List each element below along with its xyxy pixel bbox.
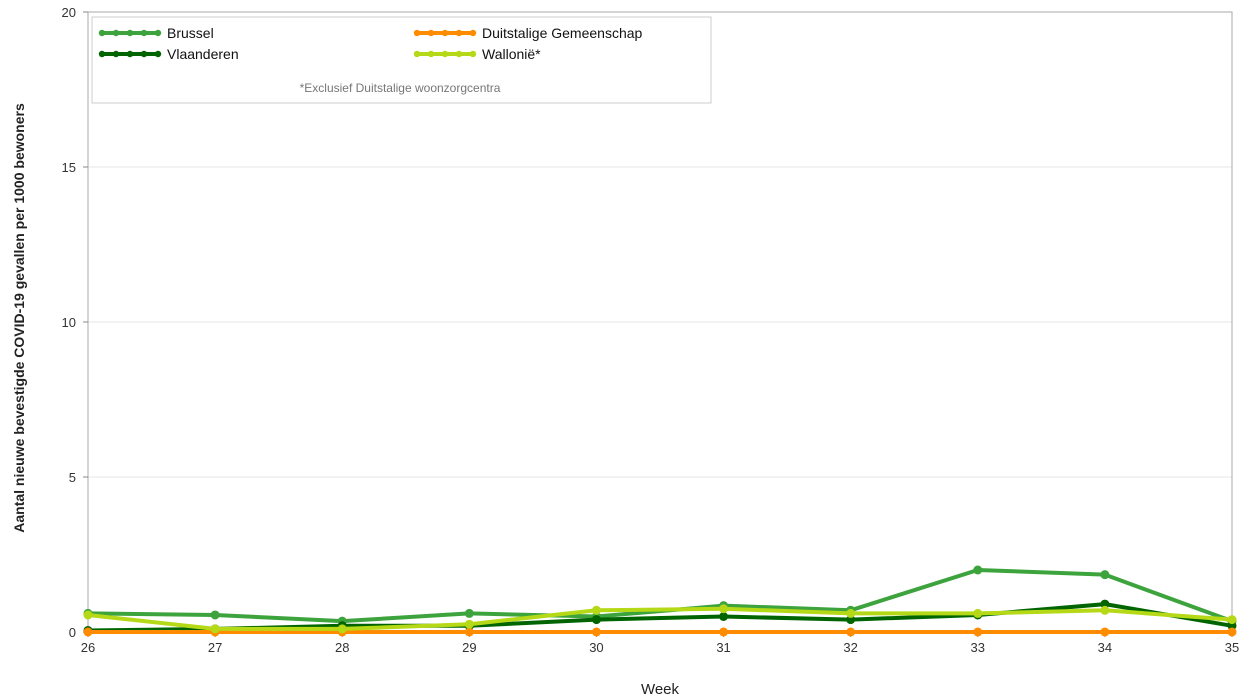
data-point	[1227, 627, 1237, 637]
legend-swatch-marker	[140, 29, 148, 37]
legend-label: Wallonië*	[482, 46, 541, 62]
x-tick-label: 34	[1098, 640, 1112, 655]
x-tick-label: 32	[843, 640, 857, 655]
x-tick-label: 28	[335, 640, 349, 655]
x-tick-label: 33	[971, 640, 985, 655]
data-point	[210, 610, 220, 620]
legend-swatch-marker	[441, 29, 449, 37]
data-point	[973, 565, 983, 575]
legend-swatch-marker	[126, 50, 134, 58]
legend-swatch-marker	[140, 50, 148, 58]
axes: 0 5 10 15 20 26 27 28 29 30 31 32 33 34 35	[62, 5, 1240, 655]
y-tick-label: 0	[69, 625, 76, 640]
legend-label: Vlaanderen	[167, 46, 239, 62]
legend-swatch-marker	[427, 29, 435, 37]
legend-swatch-marker	[98, 50, 106, 58]
y-tick-label: 10	[62, 315, 76, 330]
x-tick-label: 27	[208, 640, 222, 655]
legend-swatch-marker	[441, 50, 449, 58]
legend-swatch-marker	[413, 29, 421, 37]
data-point	[719, 604, 729, 614]
legend-swatch-marker	[126, 29, 134, 37]
legend-note: *Exclusief Duitstalige woonzorgcentra	[300, 81, 501, 95]
data-point	[464, 627, 474, 637]
series-lines	[83, 565, 1237, 637]
data-point	[1227, 621, 1237, 631]
data-point	[973, 627, 983, 637]
legend-label: Brussel	[167, 25, 214, 41]
data-point	[337, 624, 347, 634]
y-axis-title: Aantal nieuwe bevestigde COVID-19 gevall…	[11, 103, 27, 533]
series-line	[86, 568, 1234, 624]
data-point	[846, 627, 856, 637]
data-point	[83, 627, 93, 637]
data-point	[464, 619, 474, 629]
data-point	[1100, 599, 1110, 609]
y-tick-label: 5	[69, 470, 76, 485]
data-point	[1100, 570, 1110, 580]
data-point	[591, 615, 601, 625]
data-point	[210, 624, 220, 634]
legend-swatch-marker	[98, 29, 106, 37]
legend-swatch-marker	[413, 50, 421, 58]
data-point	[719, 612, 729, 621]
legend-swatch-marker	[112, 50, 120, 58]
x-tick-label: 31	[716, 640, 730, 655]
legend-swatch-marker	[427, 50, 435, 58]
data-point	[591, 627, 601, 637]
legend-swatch-marker	[112, 29, 120, 37]
data-point	[464, 608, 474, 618]
data-point	[973, 608, 983, 618]
data-point	[1227, 615, 1237, 625]
legend-label: Duitstalige Gemeenschap	[482, 25, 643, 41]
x-tick-label: 35	[1225, 640, 1239, 655]
gridlines	[88, 166, 1232, 478]
y-tick-label: 20	[62, 5, 76, 20]
legend-swatch-marker	[154, 50, 162, 58]
data-point	[1100, 627, 1110, 637]
data-point	[846, 608, 856, 618]
legend-swatch-marker	[154, 29, 162, 37]
data-point	[719, 627, 729, 637]
data-point	[846, 615, 856, 625]
y-tick-label: 15	[62, 160, 76, 175]
legend: *Exclusief Duitstalige woonzorgcentra Br…	[91, 16, 712, 104]
legend-swatch-marker	[455, 50, 463, 58]
x-axis-title: Week	[641, 681, 680, 696]
x-tick-label: 30	[589, 640, 603, 655]
legend-swatch-marker	[469, 50, 477, 58]
series-line	[86, 606, 1234, 631]
data-point	[1100, 605, 1110, 615]
x-tick-label: 26	[81, 640, 95, 655]
legend-box	[91, 16, 712, 104]
data-point	[591, 605, 601, 615]
legend-swatch-marker	[469, 29, 477, 37]
legend-swatch-marker	[455, 29, 463, 37]
data-point	[83, 610, 93, 620]
x-tick-label: 29	[462, 640, 476, 655]
